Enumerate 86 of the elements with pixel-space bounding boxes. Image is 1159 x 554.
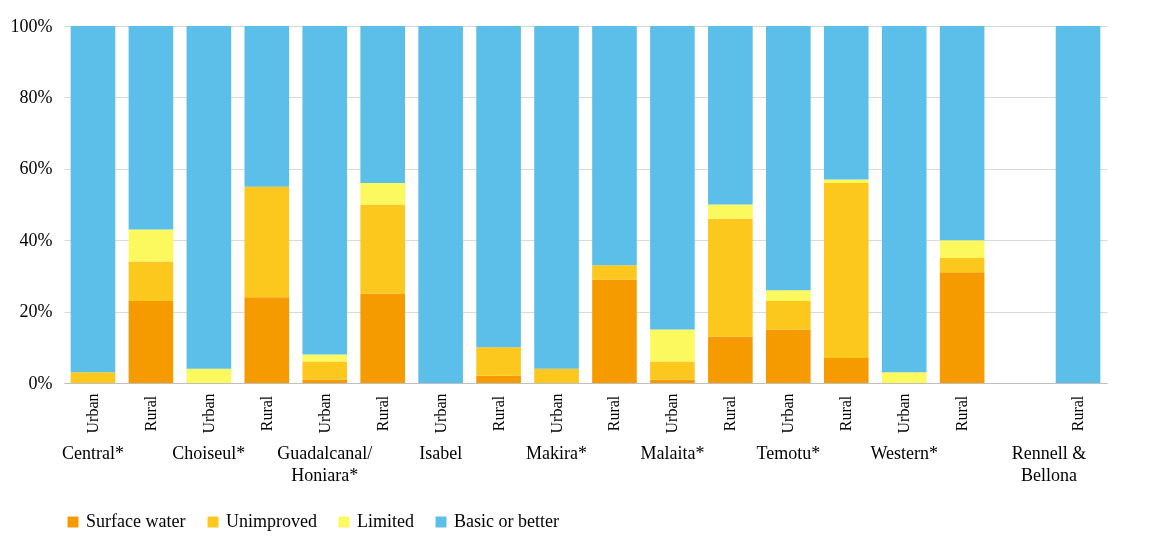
bar (476, 26, 521, 348)
bar (128, 229, 174, 262)
bar (360, 183, 405, 205)
bar (592, 265, 637, 280)
bar (823, 358, 869, 383)
bar (70, 372, 116, 383)
bar (939, 240, 985, 259)
x-tick-label: Urban (315, 393, 333, 434)
bar (766, 26, 811, 291)
bar (302, 361, 348, 380)
text: Isabel (419, 443, 463, 463)
bar (823, 26, 869, 180)
bar (476, 375, 521, 383)
text: Central* (61, 443, 124, 463)
x-tick-label: Rural (953, 395, 971, 432)
bar (1055, 26, 1101, 383)
bar (128, 26, 174, 230)
bar (650, 379, 695, 383)
bar (244, 297, 290, 383)
legend-label: Limited (357, 511, 414, 531)
x-tick-label: Rural (257, 395, 275, 432)
bar (881, 26, 927, 373)
x-tick-label: Rural (489, 395, 507, 432)
bar (360, 293, 405, 383)
bar (650, 361, 695, 380)
bar (534, 26, 579, 369)
text: Rennell & Bellona (1011, 443, 1087, 485)
bar (186, 368, 232, 383)
bar (70, 26, 116, 373)
y-tick-label: 20% (19, 301, 53, 322)
x-tick-label: Urban (895, 393, 913, 434)
bar (302, 26, 348, 355)
bar (766, 329, 811, 383)
x-tick-label: Urban (663, 393, 681, 434)
bar (186, 26, 232, 369)
bar (360, 204, 405, 294)
x-tick-label: Rural (721, 395, 739, 432)
bar (708, 204, 753, 219)
bar (534, 368, 579, 383)
x-tick-label: Urban (83, 393, 101, 434)
y-tick-label: 0% (28, 372, 53, 393)
x-tick-label: Rural (373, 395, 391, 432)
text: Western* (870, 443, 938, 463)
x-tick-label: Urban (779, 393, 797, 434)
y-tick-label: 40% (19, 229, 53, 250)
x-tick-label: Rural (141, 395, 159, 432)
x-tick-label: Urban (431, 393, 449, 434)
x-tick-label: Urban (547, 393, 565, 434)
bar (708, 26, 753, 205)
bar (476, 347, 521, 376)
bar (360, 26, 405, 184)
bar (708, 336, 753, 383)
bar (708, 218, 753, 337)
bar (650, 329, 695, 362)
x-tick-label: Rural (1069, 395, 1087, 432)
bar (592, 26, 637, 266)
bar (766, 300, 811, 330)
bar (592, 279, 637, 383)
x-tick-label: Rural (837, 395, 855, 432)
bar (418, 26, 463, 383)
bar (823, 183, 869, 359)
text: Guadalcanal/Honiara* (277, 443, 373, 485)
bar (939, 26, 985, 241)
bar (939, 272, 985, 383)
bar (244, 26, 290, 187)
bar (650, 26, 695, 330)
bar (302, 354, 348, 362)
legend-label: Surface water (86, 511, 186, 531)
y-tick-label: 60% (19, 158, 53, 179)
bar (302, 379, 348, 383)
bar (881, 372, 927, 383)
text: Makira* (526, 443, 588, 463)
text: Temotu* (756, 443, 821, 463)
y-tick-label: 80% (19, 86, 53, 107)
text: Malaita* (640, 443, 705, 463)
bar (128, 261, 174, 301)
bar (128, 300, 174, 383)
x-tick-label: Rural (605, 395, 623, 432)
legend-label: Unimproved (226, 511, 317, 531)
bar (244, 186, 290, 298)
y-tick-label: 100% (10, 15, 53, 36)
legend-label: Basic or better (454, 511, 559, 531)
x-tick-label: Urban (199, 393, 217, 434)
bar (939, 258, 985, 273)
bar (766, 290, 811, 301)
text: Choiseul* (172, 443, 246, 463)
